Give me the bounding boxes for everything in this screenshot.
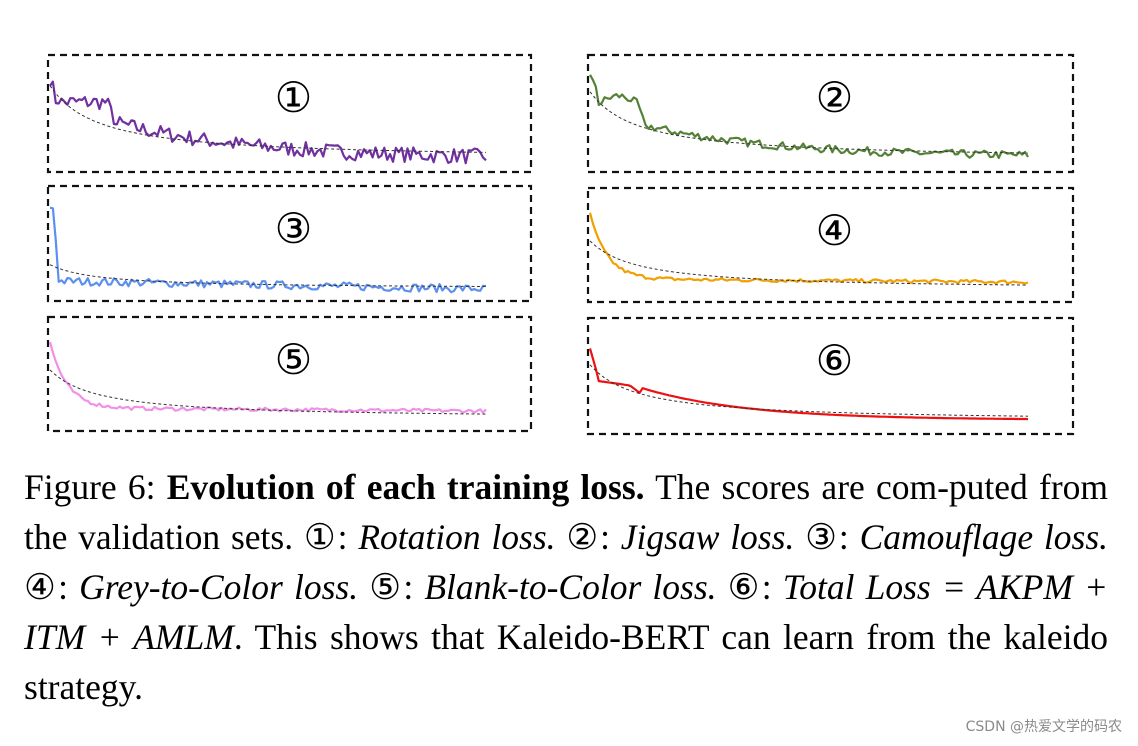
panel-label-5: ⑤ [275, 335, 313, 384]
caption-desc-6: Total Loss = AKPM + ITM + AMLM [24, 567, 1109, 657]
loss-line-5 [48, 341, 487, 414]
panel-label-4: ④ [816, 206, 854, 255]
caption-desc-3: Camouflage loss. [859, 517, 1109, 557]
caption-marker-1: ① [303, 517, 338, 557]
panel-frame-6 [586, 316, 1075, 436]
figure-caption: Figure 6: Evolution of each training los… [24, 467, 1109, 707]
caption-text-1: The scores are com-puted from the valida… [24, 467, 1109, 557]
panel-label-3: ③ [275, 204, 313, 253]
caption-marker-2: ② [566, 517, 601, 557]
loss-line-1 [49, 80, 487, 165]
panel-label-1: ① [275, 73, 313, 122]
caption-title: Evolution of each training loss. [166, 467, 645, 507]
loss-line-2 [589, 74, 1029, 160]
caption-desc-2: Jigsaw loss. [620, 517, 795, 557]
caption-desc-4: Grey-to-Color loss. [79, 567, 359, 607]
loss-line-4 [588, 212, 1029, 285]
trend-line-3 [49, 264, 486, 287]
trend-line-5 [49, 369, 487, 415]
panel-frame-4 [586, 186, 1075, 304]
panel-frame-5 [46, 315, 533, 433]
caption-marker-5: ⑤ [369, 567, 404, 607]
caption-desc-1: Rotation loss. [358, 517, 556, 557]
caption-desc-5: Blank-to-Color loss. [424, 567, 717, 607]
caption-marker-4: ④ [24, 567, 59, 607]
loss-curves-figure: ① ② ③ ④ ⑤ ⑥ [46, 53, 1075, 436]
trend-line-1 [49, 85, 487, 153]
loss-line-3 [49, 206, 487, 294]
caption-text-2: This shows that Kaleido-BERT can learn f… [24, 617, 1109, 707]
caption-marker-3: ③ [805, 517, 839, 557]
panel-label-2: ② [816, 73, 854, 122]
trend-line-4 [589, 240, 1029, 286]
loss-line-6 [588, 348, 1029, 421]
trend-line-2 [589, 91, 1029, 154]
panel-label-6: ⑥ [816, 336, 854, 385]
trend-line-6 [589, 364, 1029, 417]
panel-frame-2 [586, 53, 1075, 174]
caption-marker-6: ⑥ [727, 567, 762, 607]
caption-figure-label: Figure 6: [24, 467, 156, 507]
panel-frame-1 [46, 53, 533, 174]
watermark: CSDN @热爱文学的码农 [965, 719, 1122, 735]
panel-frame-3 [46, 184, 533, 303]
